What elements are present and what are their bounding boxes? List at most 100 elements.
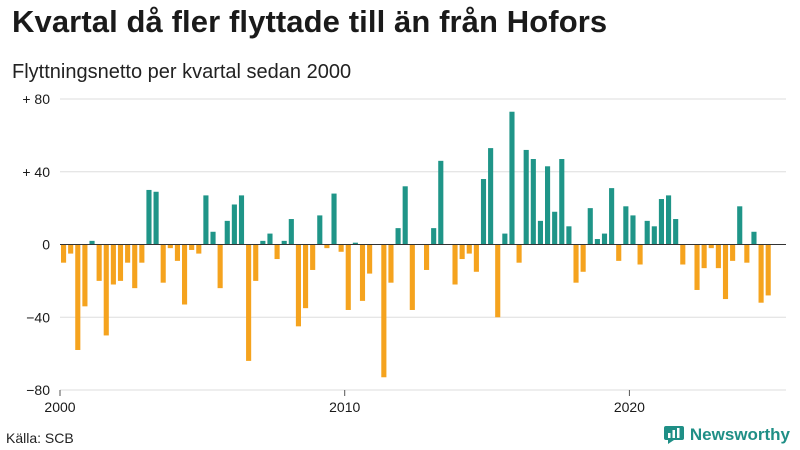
- bar: [722, 244, 729, 300]
- bar: [680, 244, 686, 265]
- bar: [502, 233, 508, 245]
- bar: [545, 166, 551, 245]
- bar: [730, 244, 736, 261]
- bar: [303, 244, 309, 309]
- bar: [616, 244, 622, 261]
- bar: [409, 244, 415, 310]
- bar: [609, 188, 615, 245]
- bar: [480, 179, 487, 245]
- bar: [89, 240, 95, 245]
- bar: [352, 242, 358, 245]
- bar: [488, 148, 494, 245]
- bar: [552, 211, 558, 245]
- bar: [167, 244, 173, 249]
- bar: [146, 189, 152, 245]
- bar: [765, 244, 771, 296]
- bar: [658, 199, 664, 245]
- bar: [758, 244, 764, 303]
- bar: [110, 244, 116, 285]
- bar: [701, 244, 707, 269]
- bar: [594, 239, 600, 245]
- bar: [217, 244, 223, 289]
- bar: [96, 244, 102, 281]
- bar: [737, 206, 743, 245]
- bar: [495, 244, 501, 318]
- bar: [530, 159, 536, 245]
- bar: [68, 244, 74, 254]
- bar: [666, 195, 672, 245]
- bar: [573, 244, 579, 283]
- bar: [274, 244, 280, 260]
- bar: [537, 220, 543, 245]
- bar: [566, 226, 572, 245]
- bar: [174, 244, 180, 261]
- bar: [117, 244, 124, 281]
- bar: [623, 206, 629, 245]
- bar: [324, 244, 330, 249]
- bar: [424, 244, 430, 270]
- bar: [153, 191, 159, 245]
- y-tick-label: + 40: [22, 164, 50, 180]
- bar: [715, 244, 721, 269]
- bar: [751, 231, 757, 245]
- bar: [388, 244, 394, 283]
- brand-logo[interactable]: Newsworthy: [663, 425, 790, 445]
- x-tick-label: 2010: [329, 399, 360, 415]
- bar: [345, 244, 351, 310]
- bar: [295, 244, 301, 327]
- bar: [381, 244, 387, 378]
- bar: [637, 244, 643, 265]
- bar: [75, 244, 81, 350]
- bar: [580, 244, 586, 272]
- x-tick-label: 2020: [614, 399, 645, 415]
- brand-name: Newsworthy: [689, 425, 790, 444]
- bar: [132, 244, 138, 289]
- bar: [210, 231, 216, 245]
- bar: [253, 244, 259, 281]
- bar: [182, 244, 188, 305]
- bar: [82, 244, 88, 307]
- bar: [587, 208, 593, 245]
- source-note: Källa: SCB: [6, 430, 74, 446]
- bar: [367, 244, 373, 274]
- grid-lines: [60, 98, 786, 391]
- bar: [281, 240, 287, 245]
- bar: [61, 244, 67, 263]
- x-tick-label: 2000: [44, 399, 75, 415]
- bar: [203, 195, 209, 245]
- bar: [601, 233, 608, 245]
- bar: [473, 244, 479, 272]
- bar: [402, 186, 408, 245]
- bar: [466, 244, 472, 254]
- bar: [189, 244, 195, 250]
- bars: [61, 111, 771, 378]
- bar: [431, 228, 437, 245]
- bar: [231, 204, 237, 245]
- bar: [438, 160, 444, 245]
- bar: [331, 193, 337, 245]
- newsworthy-logo-icon: [663, 426, 684, 444]
- bar: [523, 149, 529, 245]
- bar: [559, 159, 565, 245]
- bar: [224, 220, 230, 245]
- bar: [160, 244, 166, 283]
- bar: [310, 244, 316, 270]
- bar: [196, 244, 202, 254]
- bar: [459, 244, 465, 260]
- bar: [516, 244, 522, 263]
- bar: [452, 244, 458, 285]
- bar: [238, 195, 245, 245]
- bar: [267, 233, 273, 245]
- bar: [744, 244, 750, 263]
- bar: [694, 244, 700, 290]
- bar: [708, 244, 714, 249]
- chart-subtitle: Flyttningsnetto per kvartal sedan 2000: [12, 61, 352, 83]
- bar: [630, 215, 636, 245]
- y-tick-label: −40: [26, 309, 50, 325]
- bar: [246, 244, 252, 361]
- bar: [260, 240, 266, 245]
- y-tick-label: + 80: [22, 91, 50, 107]
- bar: [359, 244, 366, 301]
